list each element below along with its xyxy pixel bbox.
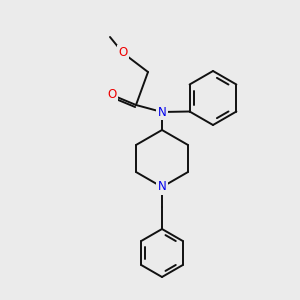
Text: O: O: [118, 46, 127, 59]
Text: N: N: [158, 181, 166, 194]
Text: O: O: [107, 88, 117, 101]
Text: N: N: [158, 106, 166, 118]
